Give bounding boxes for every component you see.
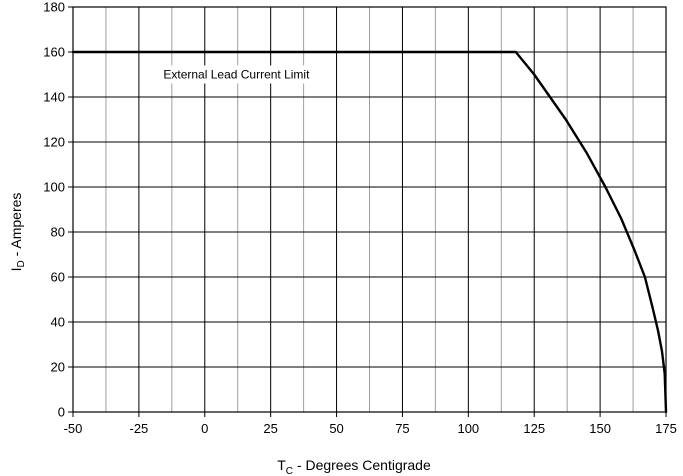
y-axis-label-rest: - Amperes xyxy=(8,193,24,261)
x-tick-label: -50 xyxy=(64,421,83,436)
y-tick-label: 100 xyxy=(43,180,65,195)
y-tick-label: 40 xyxy=(51,315,65,330)
x-tick-label: 0 xyxy=(201,421,208,436)
y-tick-label: 140 xyxy=(43,90,65,105)
x-tick-label: 175 xyxy=(655,421,677,436)
y-tick-label: 160 xyxy=(43,45,65,60)
annotation-background xyxy=(159,65,315,84)
y-tick-label: 60 xyxy=(51,270,65,285)
y-tick-label: 80 xyxy=(51,225,65,240)
x-axis-label-rest: - Degrees Centigrade xyxy=(293,457,431,473)
tick-labels: -50 -25 0 25 50 75 100 125 150 175 0 20 40 60 80 100 120… xyxy=(43,0,677,436)
y-axis-label-main: I xyxy=(8,268,24,272)
plot-frame xyxy=(72,6,667,413)
annotations: External Lead Current Limit xyxy=(159,65,315,84)
annotation-label: External Lead Current Limit xyxy=(163,68,310,82)
series-layer xyxy=(71,50,668,414)
x-tick-label: 150 xyxy=(589,421,611,436)
x-axis-label-sub: C xyxy=(286,466,293,476)
x-tick-label: 50 xyxy=(329,421,343,436)
x-tick-label: 25 xyxy=(263,421,277,436)
series-line-0 xyxy=(71,50,668,414)
y-tick-label: 180 xyxy=(43,0,65,15)
axis-layer xyxy=(68,6,667,417)
y-tick-label: 20 xyxy=(51,360,65,375)
y-axis-label-sub: D xyxy=(16,260,27,267)
x-tick-label: 125 xyxy=(523,421,545,436)
x-axis-label-main: T xyxy=(277,457,286,473)
y-tick-label: 0 xyxy=(58,405,65,420)
y-axis-label: ID - Amperes xyxy=(8,193,27,272)
x-tick-label: 75 xyxy=(395,421,409,436)
x-tick-label: 100 xyxy=(457,421,479,436)
y-tick-label: 120 xyxy=(43,135,65,150)
x-tick-label: -25 xyxy=(129,421,148,436)
x-axis-label: TC - Degrees Centigrade xyxy=(277,457,431,476)
